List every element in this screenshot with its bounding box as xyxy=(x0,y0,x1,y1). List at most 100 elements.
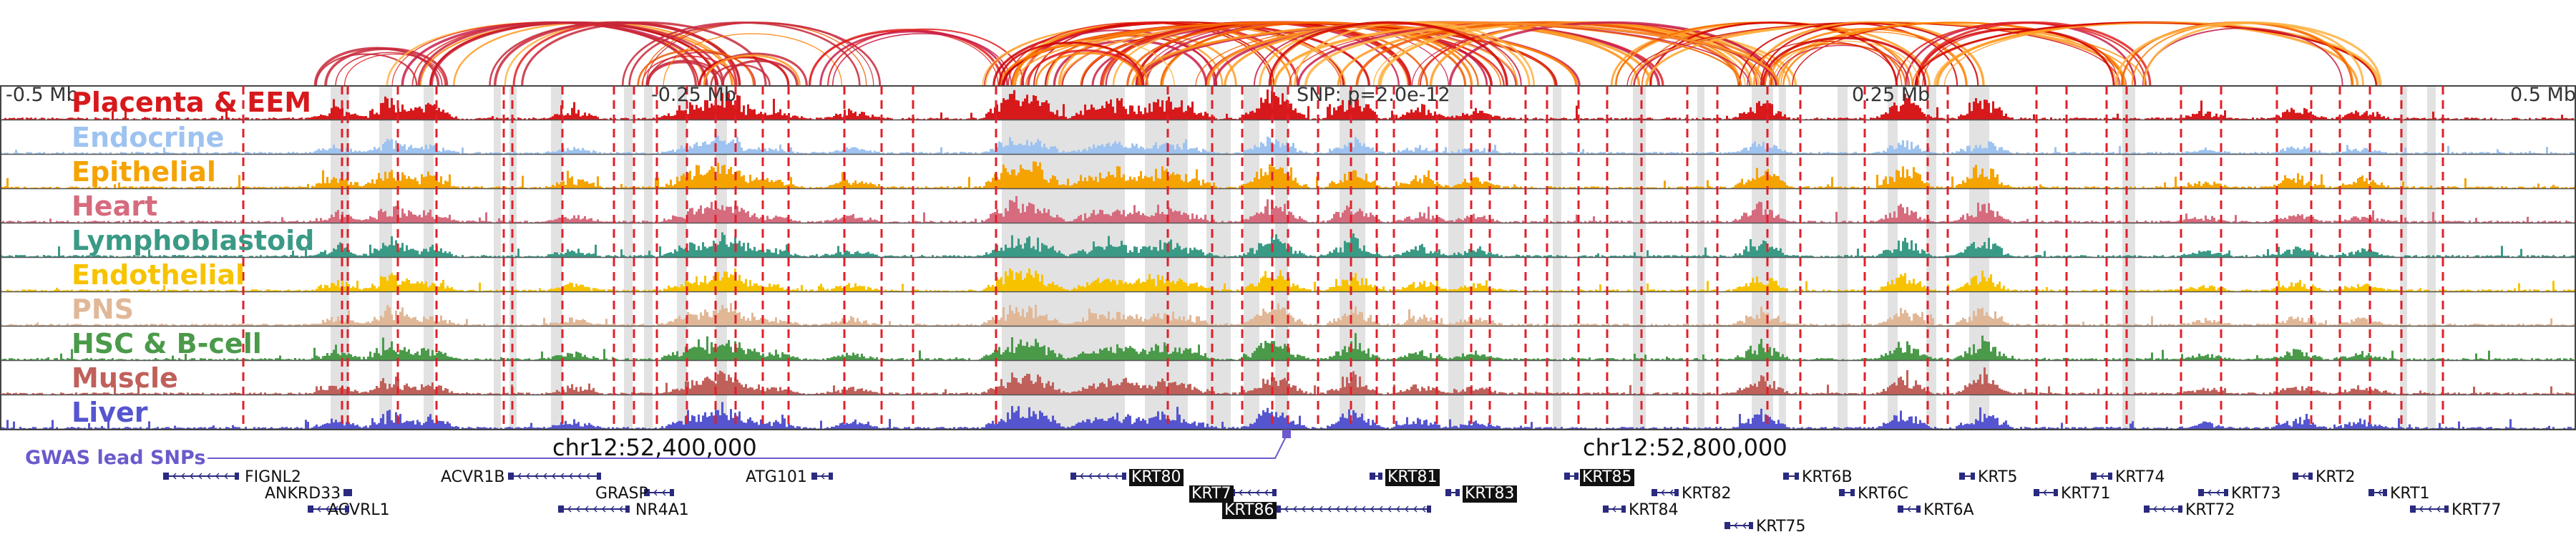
snp-pvalue-label: SNP: p=2.0e-12 xyxy=(1297,84,1450,106)
gene-exon xyxy=(1621,505,1626,513)
gene-label: KRT77 xyxy=(2451,501,2502,519)
axis-tick-label: -0.5 Mb xyxy=(6,84,79,106)
strand-chevron xyxy=(1293,505,1297,513)
strand-chevron xyxy=(567,505,572,513)
gene-label: KRT82 xyxy=(1682,485,1732,503)
gene-exon xyxy=(597,473,601,480)
strand-chevron xyxy=(181,473,185,480)
gene-exon xyxy=(2198,489,2204,496)
gene-label: KRT74 xyxy=(2115,468,2165,486)
gene-exon xyxy=(2308,473,2313,480)
gwas-snp-connector xyxy=(208,432,1289,459)
gene-label: FIGNL2 xyxy=(245,468,301,486)
gene-label: ACVR1B xyxy=(441,468,505,486)
strand-chevron xyxy=(1907,505,1911,513)
gene-exon xyxy=(343,489,349,496)
strand-chevron xyxy=(2216,489,2220,496)
strand-chevron xyxy=(2153,505,2157,513)
gene-label: NR4A1 xyxy=(635,501,689,519)
strand-chevron xyxy=(334,505,338,513)
gene-exon xyxy=(811,473,817,480)
gene-exon xyxy=(2054,489,2058,496)
interaction-arc xyxy=(335,52,443,87)
gene-exon xyxy=(2410,505,2416,513)
gene-label: KRT7 xyxy=(1189,485,1234,503)
interaction-arc xyxy=(1649,21,1898,87)
gene-exon xyxy=(2224,489,2228,496)
gene-exon xyxy=(508,473,514,480)
gene-label: KRT6A xyxy=(1923,501,1974,519)
gene-exon xyxy=(235,473,239,480)
interaction-arc xyxy=(831,33,1013,87)
interaction-arc xyxy=(628,21,882,87)
gene-exon xyxy=(1850,489,1855,496)
strand-chevron xyxy=(1362,505,1366,513)
strand-chevron xyxy=(224,473,228,480)
gwas-lead-snps-label: GWAS lead SNPs xyxy=(25,447,206,469)
gene-exon xyxy=(1603,505,1609,513)
strand-chevron xyxy=(1319,505,1323,513)
strand-chevron xyxy=(1247,489,1252,496)
strand-chevron xyxy=(602,505,606,513)
track-label-placenta: Placenta & EEM xyxy=(72,87,312,118)
gene-exon xyxy=(670,489,674,496)
interaction-arc xyxy=(1131,21,1780,87)
strand-chevron xyxy=(190,473,194,480)
strand-chevron xyxy=(1413,505,1418,513)
strand-chevron xyxy=(1106,473,1110,480)
gene-exon xyxy=(1445,489,1451,496)
interaction-arc xyxy=(637,49,755,87)
interaction-arc xyxy=(1915,21,2152,87)
interaction-arc xyxy=(324,47,449,87)
gene-exon xyxy=(1783,473,1789,480)
interaction-arc xyxy=(1916,28,2115,87)
gene-label: KRT85 xyxy=(1580,469,1634,486)
gene-exon xyxy=(1574,473,1579,480)
strand-chevron xyxy=(517,473,522,480)
strand-chevron xyxy=(1345,505,1349,513)
strand-chevron xyxy=(619,505,623,513)
interaction-arc xyxy=(1943,21,2379,87)
gene-exon xyxy=(2091,473,2097,480)
strand-chevron xyxy=(585,505,589,513)
strand-chevron xyxy=(2043,489,2047,496)
gene-label: KRT86 xyxy=(1222,502,1277,519)
gene-exon xyxy=(1652,489,1657,496)
gene-track xyxy=(163,430,2449,529)
strand-chevron xyxy=(1088,473,1093,480)
gene-exon xyxy=(1272,489,1277,496)
dashed-marker-lines xyxy=(242,86,2444,430)
strand-chevron xyxy=(207,473,211,480)
interaction-arc xyxy=(1355,21,1741,87)
axis-tick-label: 0.25 Mb xyxy=(1852,84,1931,106)
interaction-arc xyxy=(1053,39,1208,87)
strand-chevron xyxy=(526,473,530,480)
strand-chevron xyxy=(1327,505,1332,513)
interaction-arc xyxy=(1011,44,1149,87)
gene-label: KRT6C xyxy=(1858,485,1908,503)
strand-chevron xyxy=(2428,505,2432,513)
strand-chevron xyxy=(1370,505,1375,513)
interaction-arc xyxy=(2114,21,2382,87)
gene-label: ACVRL1 xyxy=(328,501,390,519)
interaction-arc xyxy=(641,55,736,87)
interaction-arc xyxy=(1771,21,2127,87)
track-label-endocrine: Endocrine xyxy=(72,122,225,153)
interaction-arc xyxy=(343,54,446,87)
gene-exon xyxy=(1916,505,1921,513)
gene-label: ANKRD33 xyxy=(265,485,341,503)
strand-chevron xyxy=(1612,505,1616,513)
interaction-arc xyxy=(663,33,843,87)
interaction-arc xyxy=(315,53,418,87)
strand-chevron xyxy=(1310,505,1314,513)
coordinate-label: chr12:52,400,000 xyxy=(552,434,757,461)
strand-chevron xyxy=(560,473,565,480)
gene-exon xyxy=(1724,522,1730,529)
strand-chevron xyxy=(552,473,556,480)
interaction-arc xyxy=(1268,21,1508,87)
gene-exon xyxy=(2383,489,2387,496)
strand-chevron xyxy=(2436,505,2441,513)
gene-exon xyxy=(1795,473,1799,480)
gene-label: ATG101 xyxy=(746,468,807,486)
gene-exon xyxy=(1070,473,1076,480)
